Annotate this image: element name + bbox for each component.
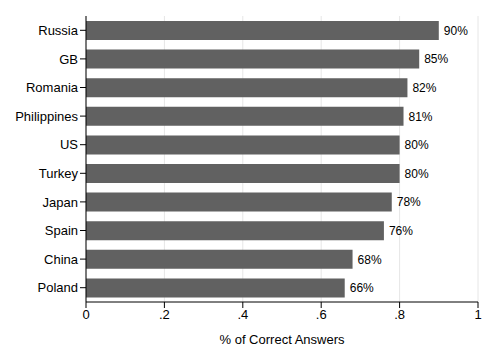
svg-text:.2: .2 xyxy=(159,307,170,322)
svg-text:Romania: Romania xyxy=(26,80,79,95)
svg-text:.4: .4 xyxy=(237,307,248,322)
svg-text:1: 1 xyxy=(474,307,481,322)
svg-text:76%: 76% xyxy=(389,224,413,238)
svg-text:Poland: Poland xyxy=(38,280,78,295)
svg-text:GB: GB xyxy=(59,52,78,67)
svg-text:82%: 82% xyxy=(412,81,436,95)
svg-text:.8: .8 xyxy=(394,307,405,322)
svg-text:China: China xyxy=(44,252,79,267)
svg-text:80%: 80% xyxy=(405,138,429,152)
svg-text:81%: 81% xyxy=(409,110,433,124)
svg-text:80%: 80% xyxy=(405,167,429,181)
svg-text:Spain: Spain xyxy=(45,223,78,238)
svg-text:0: 0 xyxy=(82,307,89,322)
svg-text:85%: 85% xyxy=(424,52,448,66)
svg-text:Turkey: Turkey xyxy=(39,166,79,181)
svg-text:US: US xyxy=(60,137,78,152)
svg-text:.6: .6 xyxy=(316,307,327,322)
svg-text:Japan: Japan xyxy=(43,195,78,210)
svg-text:90%: 90% xyxy=(444,24,468,38)
svg-text:78%: 78% xyxy=(397,195,421,209)
svg-text:Russia: Russia xyxy=(38,23,79,38)
svg-text:66%: 66% xyxy=(350,281,374,295)
svg-text:68%: 68% xyxy=(358,253,382,267)
svg-text:% of Correct Answers: % of Correct Answers xyxy=(220,332,345,347)
svg-text:Philippines: Philippines xyxy=(15,109,78,124)
